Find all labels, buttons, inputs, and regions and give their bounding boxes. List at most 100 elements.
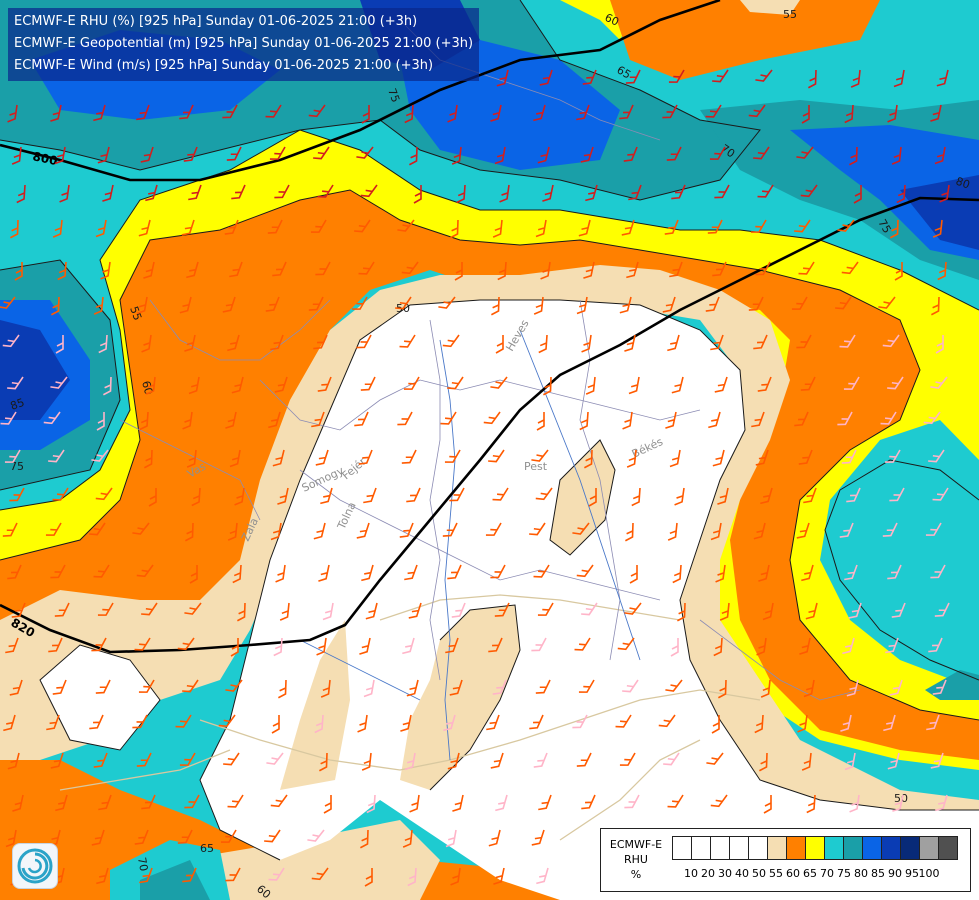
wind-barb: [445, 637, 459, 654]
legend-tick-label: 10: [684, 867, 698, 880]
legend-swatch: [900, 836, 920, 860]
wind-barb: [271, 715, 280, 734]
river-lines: [299, 329, 641, 761]
wind-barb: [401, 449, 417, 464]
wind-barb: [580, 146, 594, 163]
wind-barb: [270, 334, 284, 351]
wind-barb: [97, 602, 114, 616]
wind-barb: [714, 376, 728, 393]
wind-barb: [102, 184, 114, 202]
wind-barb: [533, 104, 546, 122]
wind-barb: [796, 334, 812, 349]
wind-barb: [846, 679, 859, 697]
wind-barb: [628, 376, 640, 395]
legend-swatch: [786, 836, 806, 860]
wind-barb: [932, 679, 947, 695]
wind-barb: [578, 679, 595, 693]
wind-barb: [885, 637, 899, 654]
wind-barb: [853, 185, 862, 204]
wind-barb: [665, 679, 683, 692]
wind-barb: [51, 296, 60, 316]
wind-barb: [615, 714, 632, 728]
wind-barb: [224, 219, 239, 235]
wind-barb: [317, 376, 332, 392]
wind-barb: [310, 219, 327, 233]
wind-barb: [361, 105, 370, 124]
wind-barb: [935, 794, 948, 812]
wind-barb: [404, 104, 414, 124]
wind-barb: [932, 219, 943, 238]
wind-barb: [531, 637, 547, 652]
wind-barb: [177, 829, 193, 844]
wind-barb: [317, 184, 334, 198]
wind-barb: [270, 522, 282, 541]
wind-barb: [399, 334, 416, 348]
wind-barb: [268, 867, 285, 881]
wind-barb: [315, 261, 331, 276]
wind-barb: [357, 714, 368, 733]
wind-barb: [712, 261, 727, 277]
wind-barb: [226, 146, 242, 161]
wind-barb: [268, 411, 281, 429]
wind-barb: [186, 261, 199, 279]
wind-barb: [442, 334, 460, 348]
wind-barb: [10, 219, 19, 239]
wind-barb: [406, 679, 419, 697]
wind-barb: [710, 794, 728, 808]
wind-barb: [5, 637, 19, 654]
wind-barb: [712, 449, 725, 467]
legend-tick-label: 80: [854, 867, 868, 880]
wind-barb: [447, 104, 458, 123]
wind-barb: [882, 522, 898, 537]
wind-barb: [893, 69, 905, 88]
wind-barb: [177, 637, 195, 651]
wind-barb: [576, 296, 588, 315]
rhu-area-50: [200, 300, 979, 900]
wind-barb: [402, 637, 415, 655]
wind-barb: [139, 867, 153, 884]
wind-barb: [753, 522, 766, 540]
wind-barb: [800, 376, 816, 391]
wind-barb: [535, 679, 551, 694]
wind-barb: [447, 376, 464, 390]
rhu-area-85: [0, 320, 70, 420]
wind-barb: [308, 104, 326, 118]
wind-barb: [493, 867, 505, 885]
wind-barb: [148, 488, 157, 507]
legend-tick-label: 40: [735, 867, 749, 880]
wind-barb: [492, 487, 509, 501]
legend-swatch: [881, 836, 901, 860]
legend-ticks: 10 20 30 40 50 55 60 65 70 75 80 85 90 95 100: [673, 867, 973, 881]
wind-barb: [760, 487, 773, 505]
wind-barb: [623, 146, 638, 162]
wind-barb: [537, 602, 554, 616]
rhu-label: 85: [9, 396, 27, 413]
wind-barb: [359, 637, 371, 655]
wind-barb: [179, 752, 196, 766]
wind-barb: [7, 564, 22, 580]
wind-barb: [361, 752, 372, 771]
wind-barb: [760, 679, 771, 698]
wind-barb: [454, 262, 463, 281]
wind-barb: [713, 637, 723, 657]
wind-barb: [801, 105, 810, 124]
wind-barb: [582, 69, 597, 85]
legend-swatch: [748, 836, 768, 860]
wind-barb: [674, 487, 685, 506]
wind-barb: [179, 296, 192, 314]
wind-barb: [399, 522, 414, 538]
wind-barb: [402, 829, 413, 848]
wind-barb: [539, 69, 553, 86]
wind-barb: [934, 602, 950, 617]
legend-tick-label: 85: [871, 867, 885, 880]
wind-barb: [270, 794, 288, 808]
wind-barb: [275, 564, 286, 583]
wind-barb: [397, 219, 415, 232]
wind-barb: [707, 219, 723, 234]
wind-barb: [712, 69, 729, 83]
wind-barb: [756, 637, 767, 656]
wind-barb: [184, 602, 202, 615]
wind-barb: [100, 261, 111, 280]
wind-barb: [576, 564, 594, 578]
wind-barb: [755, 449, 769, 466]
